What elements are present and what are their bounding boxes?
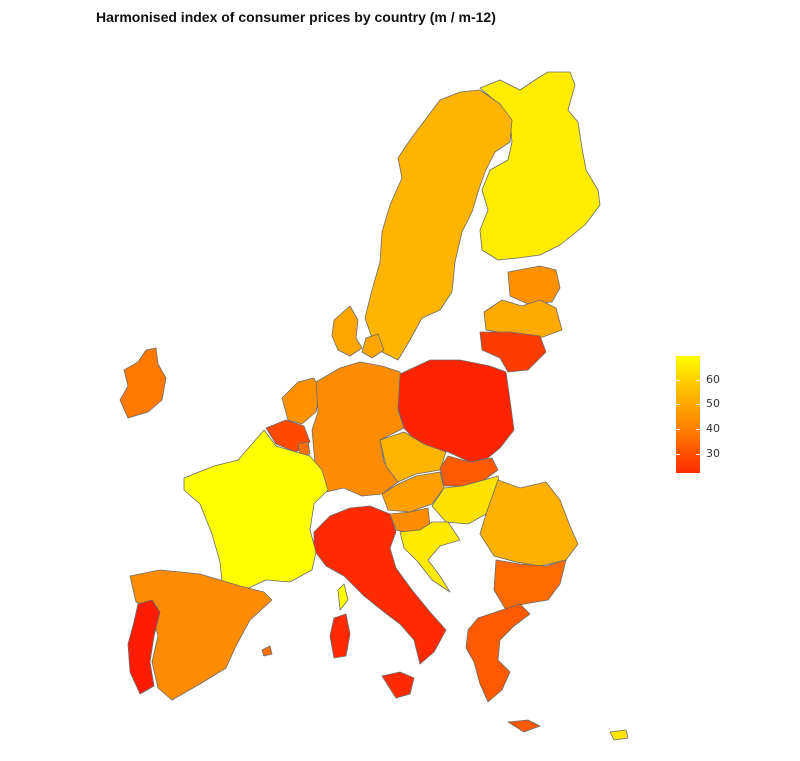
legend-tick-mark <box>676 404 680 405</box>
country-czechia[interactable] <box>379 431 447 483</box>
legend-tick-mark <box>696 454 700 455</box>
country-italy-sardinia <box>329 613 351 659</box>
legend-tick-mark <box>696 380 700 381</box>
country-finland[interactable] <box>479 71 601 261</box>
country-malta[interactable] <box>261 645 273 657</box>
legend-tick-mark <box>676 380 680 381</box>
country-bulgaria[interactable] <box>493 559 567 611</box>
country-sweden[interactable] <box>364 89 513 361</box>
legend-color-bar <box>676 356 700 473</box>
legend-tick-mark <box>696 404 700 405</box>
country-denmark[interactable] <box>331 305 363 357</box>
country-romania[interactable] <box>479 479 579 567</box>
legend-tick-label: 60 <box>706 373 720 386</box>
country-italy[interactable] <box>313 505 447 665</box>
country-ireland[interactable] <box>119 347 167 419</box>
legend-tick-label: 50 <box>706 397 720 410</box>
country-netherlands[interactable] <box>281 377 321 425</box>
country-greece-crete <box>507 719 541 733</box>
country-slovakia[interactable] <box>439 455 499 487</box>
country-denmark-islands <box>361 333 385 359</box>
map-title: Harmonised index of consumer prices by c… <box>96 9 496 25</box>
legend-tick-mark <box>676 429 680 430</box>
country-croatia[interactable] <box>399 521 461 593</box>
country-portugal[interactable] <box>127 599 161 695</box>
legend-tick-mark <box>696 429 700 430</box>
country-germany[interactable] <box>311 361 405 497</box>
country-cyprus[interactable] <box>609 729 629 741</box>
country-greece[interactable] <box>465 603 531 703</box>
country-france-corsica <box>337 583 349 611</box>
legend-tick-label: 30 <box>706 447 720 460</box>
country-lithuania[interactable] <box>479 331 547 373</box>
legend-tick-mark <box>676 454 680 455</box>
country-italy-sicily <box>381 671 415 699</box>
country-luxembourg[interactable] <box>297 441 311 457</box>
legend-tick-label: 40 <box>706 422 720 435</box>
country-france[interactable] <box>183 429 329 593</box>
country-estonia[interactable] <box>507 265 561 305</box>
country-poland[interactable] <box>397 359 515 463</box>
